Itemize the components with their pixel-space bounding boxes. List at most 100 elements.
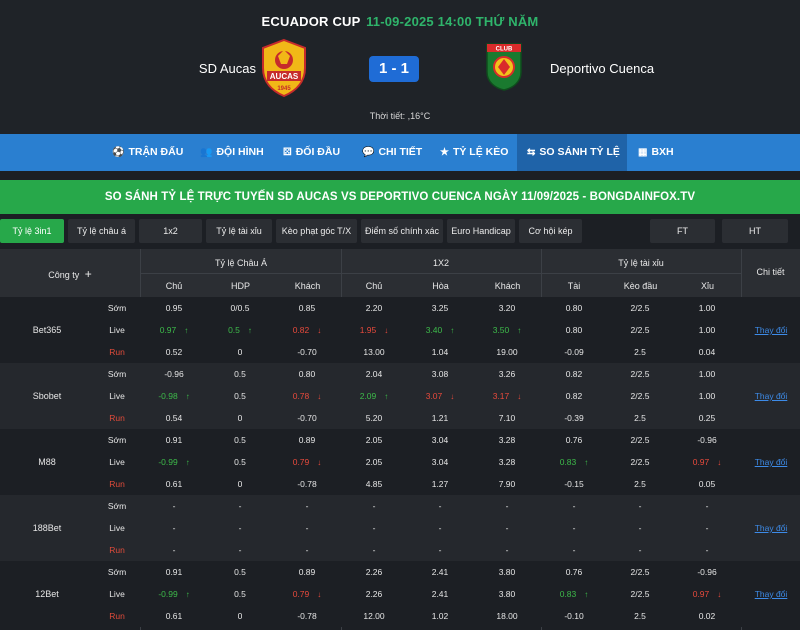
odds-cell: - (238, 501, 242, 511)
nav-item-lineup[interactable]: 👥 ĐỘI HÌNH (200, 134, 264, 171)
odds-cell: 1.27 (431, 479, 449, 489)
tab-correct-score[interactable]: Điểm số chính xác (361, 219, 443, 243)
odds-cell: 3.40 ↑ (425, 325, 455, 335)
tab-3in1[interactable]: Tỷ lệ 3in1 (0, 219, 64, 243)
odds-cell: 0.95 (165, 303, 183, 313)
home-team-logo[interactable]: AUCAS 1945 (258, 38, 310, 98)
nav-item-compare-odds[interactable]: ⇆ SO SÁNH TỶ LỆ (517, 134, 627, 171)
odds-cell: 0.5 (234, 589, 246, 599)
odds-type-label: Run (109, 479, 125, 489)
odds-cell: - (172, 523, 176, 533)
odds-cell: - (172, 501, 176, 511)
nav-item-h2h[interactable]: ⚄ ĐỐI ĐẦU (283, 134, 340, 171)
table-icon: ▦ (638, 147, 648, 158)
arrow-up-icon: ↑ (247, 326, 252, 335)
odds-cell: - (505, 545, 509, 555)
odds-cell: 0.82 ↓ (292, 325, 322, 335)
nav-item-label: ĐỐI ĐẦU (295, 146, 341, 158)
odds-type-label: Run (109, 611, 125, 621)
company-name: 12Bet (35, 589, 59, 599)
odds-type-label: Sớm (107, 501, 127, 511)
odds-cell: 2/2.5 (630, 435, 650, 445)
odds-cell: 2/2.5 (630, 457, 650, 467)
odds-cell: 2/2.5 (630, 589, 650, 599)
away-team-name[interactable]: Deportivo Cuenca (550, 61, 655, 76)
odds-cell: 13.00 (363, 347, 385, 357)
plus-icon[interactable]: + (84, 267, 92, 281)
odds-cell: 0 (237, 347, 243, 357)
arrow-up-icon: ↑ (584, 458, 589, 467)
nav-item-details[interactable]: 💬 CHI TIẾT (362, 134, 422, 171)
detail-header: Chi tiết (756, 267, 785, 277)
tab-full-time[interactable]: FT (650, 219, 715, 243)
tab-half-time[interactable]: HT (722, 219, 788, 243)
detail-change-link[interactable]: Thay đổi (754, 391, 788, 401)
odds-cell: -0.99 ↑ (158, 589, 190, 599)
ou-group-header: Tỷ lệ tài xỉu (618, 258, 664, 268)
detail-change-link[interactable]: Thay đổi (754, 457, 788, 467)
nav-item-match[interactable]: ⚽ TRẬN ĐẤU (112, 134, 183, 171)
detail-change-link[interactable]: Thay đổi (754, 325, 788, 335)
odds-cell: 3.17 ↓ (492, 391, 522, 401)
arrow-up-icon: ↑ (584, 590, 589, 599)
odds-cell: 0.80 (298, 369, 316, 379)
home-team-name[interactable]: SD Aucas (198, 61, 256, 76)
sub-header-hdp: HDP (230, 281, 250, 291)
tab-euro-handicap[interactable]: Euro Handicap (447, 219, 515, 243)
league-name[interactable]: ECUADOR CUP (261, 14, 361, 29)
odds-cell: 1.00 (698, 369, 716, 379)
1x2-group-header: 1X2 (432, 258, 449, 268)
company-name: 188Bet (32, 523, 62, 533)
tab-corner-ou[interactable]: Kèo phạt góc T/X (276, 219, 357, 243)
home-logo-text: AUCAS (270, 72, 299, 81)
odds-cell: - (705, 523, 709, 533)
odds-cell: - (505, 501, 509, 511)
odds-cell: 0.25 (698, 413, 716, 423)
odds-cell: 0.83 ↑ (559, 589, 589, 599)
odds-cell: 0.82 (565, 369, 583, 379)
company-name: Bet365 (32, 325, 62, 335)
odds-cell: 3.07 ↓ (425, 391, 455, 401)
odds-cell: 1.00 (698, 303, 716, 313)
team-icon: 👥 (200, 147, 213, 158)
tab-1x2[interactable]: 1x2 (139, 219, 202, 243)
sub-header-away: Khách (294, 281, 321, 291)
nav-item-label: BXH (651, 146, 674, 158)
odds-cell: 2.26 (365, 567, 383, 577)
odds-cell: 0.5 (234, 457, 246, 467)
detail-change-link[interactable]: Thay đổi (754, 589, 788, 599)
company-row-group: 12Bet Sớm 0.91 0.5 0.89 2.26 2.41 3.80 0.76 2/2.5… (0, 561, 800, 627)
odds-cell: 3.26 (498, 369, 516, 379)
odds-cell: 0 (237, 479, 243, 489)
company-row-group: Bet365 Sớm 0.95 0/0.5 0.85 2.20 3.25 3.20 0.80 2/… (0, 297, 800, 363)
tab-asian[interactable]: Tỷ lệ châu á (68, 219, 135, 243)
odds-type-label: Run (109, 413, 125, 423)
company-row-group: M88 Sớm 0.91 0.5 0.89 2.05 3.04 3.28 0.76 2/2.5 -0… (0, 429, 800, 495)
nav-item-label: SO SÁNH TỶ LỆ (539, 146, 620, 158)
detail-change-link[interactable]: Thay đổi (754, 523, 788, 533)
arrow-up-icon: ↑ (185, 590, 190, 599)
odds-cell: - (572, 545, 576, 555)
odds-cell: -0.10 (564, 611, 584, 621)
odds-cell: 0.82 (565, 391, 583, 401)
nav-item-standings[interactable]: ▦ BXH (638, 134, 674, 171)
odds-cell: 0.97 ↓ (692, 589, 722, 599)
odds-cell: 3.28 (498, 457, 516, 467)
odds-cell: 0.80 (565, 325, 583, 335)
odds-cell: - (238, 545, 242, 555)
tab-double-chance[interactable]: Cơ hội kép (519, 219, 582, 243)
odds-cell: 1.00 (698, 391, 716, 401)
odds-cell: - (372, 545, 376, 555)
arrow-down-icon: ↓ (317, 326, 322, 335)
odds-cell: 0.76 (565, 435, 583, 445)
odds-cell: - (572, 501, 576, 511)
odds-cell: 0.04 (698, 347, 716, 357)
odds-cell: 2/2.5 (630, 391, 650, 401)
away-team-logo[interactable]: CLUB (484, 40, 524, 92)
weather-info: Thời tiết: ,16°C (369, 111, 431, 121)
tab-over-under[interactable]: Tỷ lệ tài xỉu (206, 219, 272, 243)
nav-item-odds[interactable]: ★ TỶ LỆ KÈO (440, 134, 508, 171)
odds-cell: 7.10 (498, 413, 516, 423)
odds-cell: - (638, 545, 642, 555)
odds-cell: 3.28 (498, 435, 516, 445)
